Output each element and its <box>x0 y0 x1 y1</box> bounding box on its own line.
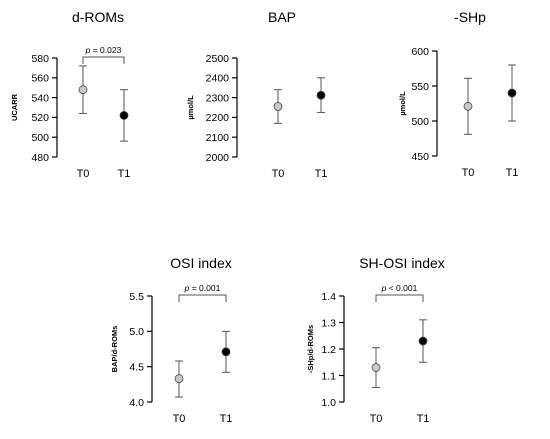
panel-title: BAP <box>268 9 296 25</box>
p-symbol: p <box>381 283 387 293</box>
panel-title: -SHp <box>454 9 486 25</box>
mean-point <box>418 336 428 346</box>
chart-panel-4: OSI index 4.0 4.5 5.0 5.5 BAP/d-ROMs T0 T1 p = 0… <box>110 255 232 425</box>
x-category-label: T0 <box>370 413 383 425</box>
mean-point <box>371 363 381 372</box>
p-value-text: = 0.023 <box>90 45 121 55</box>
p-value-annotation: p = 0.023 <box>85 45 122 55</box>
panel-title: OSI index <box>170 255 231 271</box>
y-tick-label: 2500 <box>206 53 230 65</box>
y-tick-label: 2300 <box>206 92 230 104</box>
y-tick-label: 2100 <box>206 132 230 144</box>
mean-point <box>174 374 184 384</box>
y-tick-label: 5.5 <box>129 291 144 303</box>
y-axis-label: UCARR <box>10 93 19 121</box>
mean-point <box>221 347 231 357</box>
mean-point <box>78 85 88 95</box>
y-tick-label: 4.0 <box>129 397 144 409</box>
panel-title: SH-OSI index <box>359 255 445 271</box>
y-tick-label: 500 <box>31 132 49 144</box>
y-tick-label: 2000 <box>206 152 230 164</box>
y-tick-label: 540 <box>31 92 49 104</box>
y-tick-label: 520 <box>31 112 49 124</box>
mean-point <box>119 111 129 120</box>
p-value-annotation: p < 0.001 <box>381 283 418 293</box>
significance-bracket <box>82 56 125 64</box>
y-axis-label: µmol/L <box>186 95 195 120</box>
chart-panel-1: d-ROMs 480 500 520 540 560 580 UCARR T0 T1 p = 0.0… <box>10 9 130 180</box>
y-tick-label: 450 <box>411 151 429 163</box>
chart-panel-5: SH-OSI index 1.0 1.1 1.2 1.3 1.4 -SHp/d-ROMs T0… <box>306 255 445 425</box>
x-category-label: T0 <box>462 167 475 179</box>
x-category-label: T1 <box>506 167 519 179</box>
chart-panel-2: BAP 2000 2100 2200 2300 2400 2500 µmol/L T0 T1 <box>186 9 327 180</box>
y-tick-label: 4.5 <box>129 361 144 373</box>
y-axis-label: µmol/L <box>398 91 407 116</box>
mean-point <box>273 102 283 111</box>
x-category-label: T1 <box>315 168 328 180</box>
significance-bracket <box>375 294 424 302</box>
y-tick-label: 5.0 <box>129 326 144 338</box>
x-category-label: T0 <box>77 168 90 180</box>
y-tick-label: 480 <box>31 152 49 164</box>
y-tick-label: 550 <box>411 81 429 93</box>
p-symbol: p <box>184 283 190 293</box>
x-category-label: T1 <box>417 413 430 425</box>
y-tick-label: 560 <box>31 73 49 85</box>
y-tick-label: 1.2 <box>321 344 336 356</box>
y-axis-label: BAP/d-ROMs <box>110 326 119 373</box>
y-axis-label: -SHp/d-ROMs <box>306 325 315 373</box>
y-tick-label: 2400 <box>206 73 230 85</box>
y-tick-label: 1.0 <box>321 397 336 409</box>
y-tick-label: 1.4 <box>321 291 336 303</box>
mean-point <box>507 88 517 98</box>
p-value-annotation: p = 0.001 <box>184 283 221 293</box>
p-symbol: p <box>85 45 91 55</box>
y-tick-label: 1.3 <box>321 317 336 329</box>
chart-panel-3: -SHp 450 500 550 600 µmol/L T0 T1 <box>398 9 518 179</box>
y-tick-label: 600 <box>411 46 429 58</box>
mean-point <box>463 101 473 111</box>
p-value-text: = 0.001 <box>189 283 220 293</box>
mean-point <box>316 90 326 100</box>
x-category-label: T1 <box>220 413 233 425</box>
y-tick-label: 2200 <box>206 112 230 124</box>
x-category-label: T0 <box>173 413 186 425</box>
y-tick-label: 500 <box>411 116 429 128</box>
p-value-text: < 0.001 <box>386 283 417 293</box>
x-category-label: T1 <box>118 168 131 180</box>
significance-bracket <box>178 294 227 302</box>
x-category-label: T0 <box>272 168 285 180</box>
y-tick-label: 1.1 <box>321 370 336 382</box>
panel-title: d-ROMs <box>72 9 124 25</box>
y-tick-label: 580 <box>31 53 49 65</box>
